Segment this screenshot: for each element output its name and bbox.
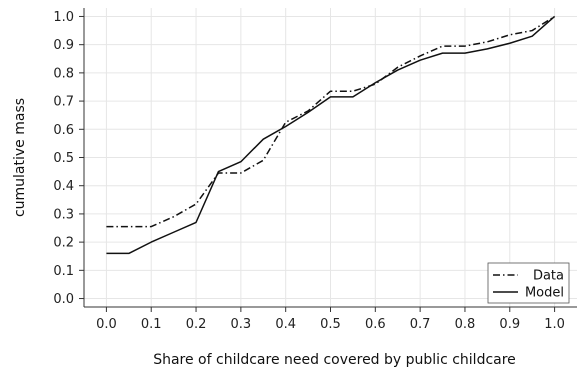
series-line-data bbox=[106, 15, 555, 228]
x-tick-label: 0.3 bbox=[231, 317, 252, 332]
y-tick-label: 0.7 bbox=[53, 95, 74, 110]
y-tick-label: 0.4 bbox=[53, 179, 74, 194]
x-tick-label: 0.5 bbox=[320, 317, 341, 332]
x-tick-label: 0.4 bbox=[275, 317, 296, 332]
x-tick-label: 1.0 bbox=[544, 317, 565, 332]
y-axis-title: cumulative mass bbox=[12, 98, 28, 217]
y-tick-label: 0.9 bbox=[53, 38, 74, 53]
x-tick-label: 0.1 bbox=[141, 317, 162, 332]
legend-box bbox=[487, 262, 570, 304]
y-tick-label: 0.0 bbox=[53, 292, 74, 307]
series-layer bbox=[106, 15, 556, 255]
y-tick-label: 0.8 bbox=[53, 66, 74, 81]
x-tick-label: 0.6 bbox=[365, 317, 386, 332]
y-tick-label: 0.6 bbox=[53, 123, 74, 138]
y-tick-label: 0.1 bbox=[53, 264, 74, 279]
x-tick-label: 0.8 bbox=[455, 317, 476, 332]
y-tick-label: 0.2 bbox=[53, 236, 74, 251]
legend: Data Model bbox=[487, 262, 570, 304]
x-tick-label: 0.9 bbox=[499, 317, 520, 332]
legend-label-model: Model bbox=[525, 286, 564, 301]
x-axis-title: Share of childcare need covered by publi… bbox=[153, 352, 516, 368]
y-tick-label: 0.3 bbox=[53, 207, 74, 222]
x-tick-label: 0.0 bbox=[96, 317, 117, 332]
y-tick-label: 0.5 bbox=[53, 151, 74, 166]
grid bbox=[84, 8, 577, 307]
legend-label-data: Data bbox=[533, 269, 564, 284]
series-line-model bbox=[106, 15, 556, 255]
ticks: 0.0 0.1 0.2 0.3 0.4 0.5 0.6 0.7 0.8 0.9 1.0 0.0 0.1 0… bbox=[53, 10, 565, 332]
x-tick-label: 0.7 bbox=[410, 317, 431, 332]
x-tick-label: 0.2 bbox=[186, 317, 207, 332]
y-tick-label: 1.0 bbox=[53, 10, 74, 25]
